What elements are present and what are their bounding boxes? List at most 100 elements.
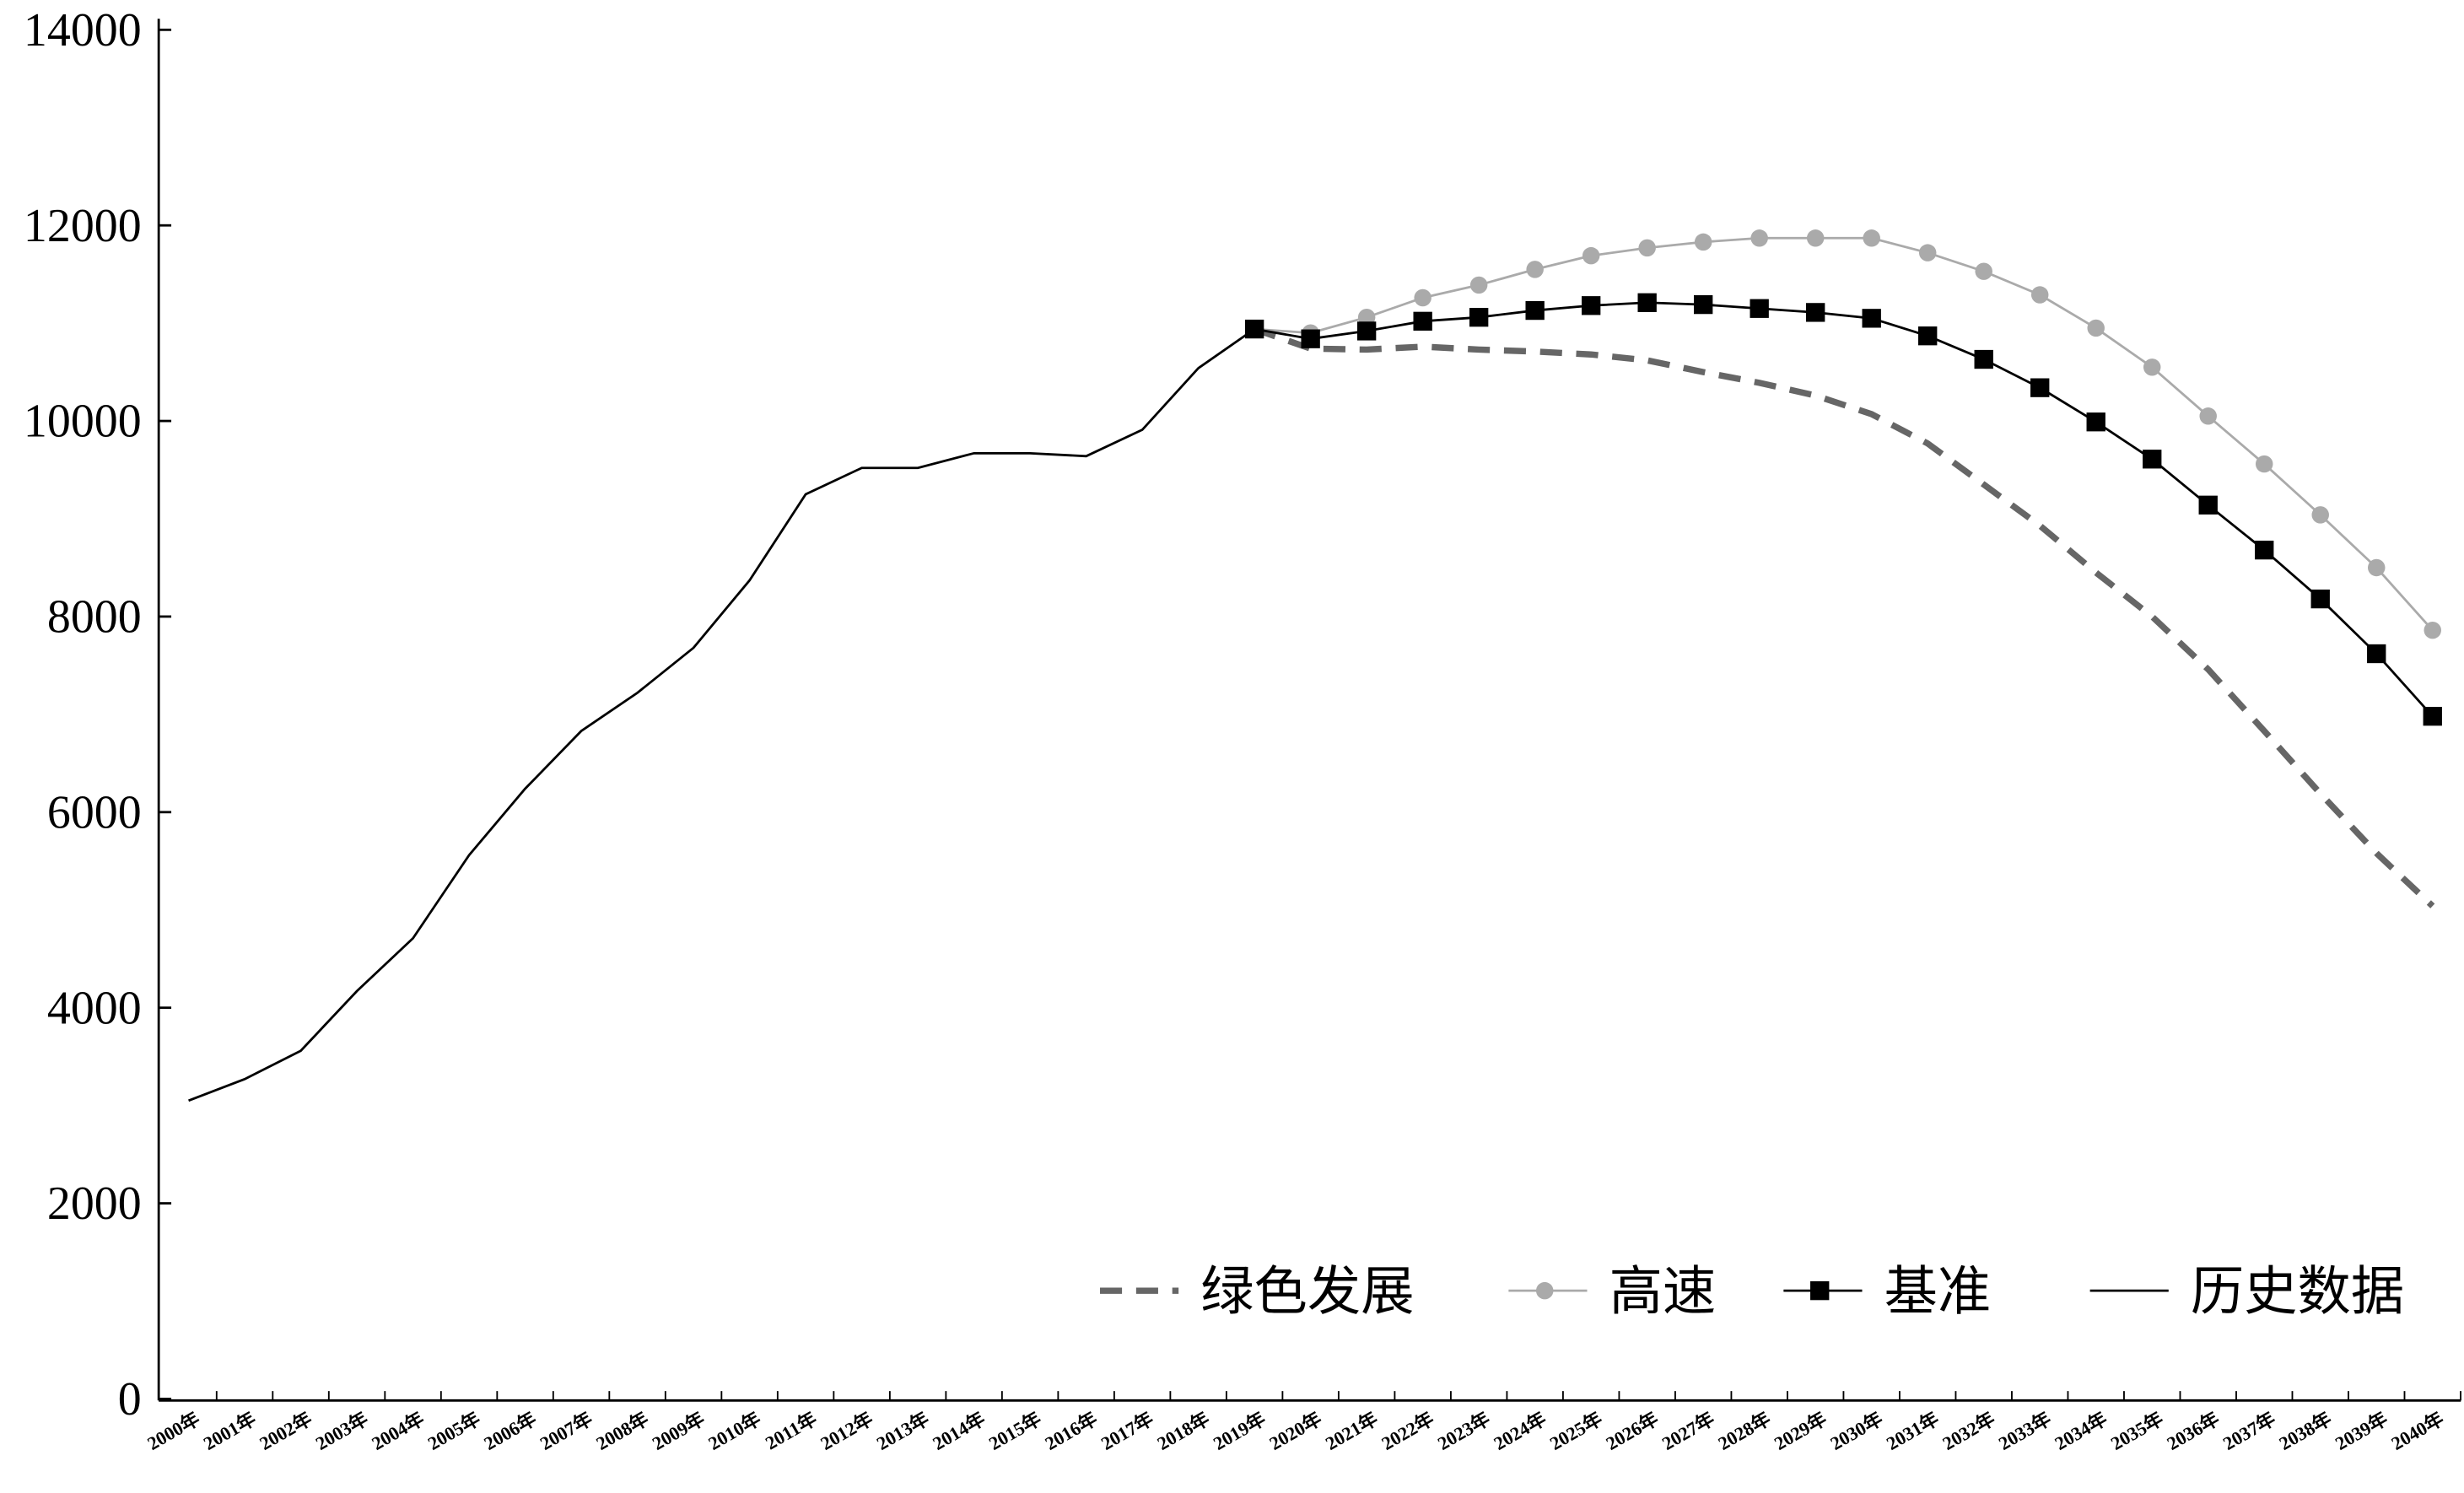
legend-marker xyxy=(1535,1281,1554,1300)
x-tick-label: 2030年 xyxy=(1826,1407,1886,1454)
x-tick-label: 2032年 xyxy=(1938,1407,1998,1454)
point xyxy=(1862,309,1881,328)
point xyxy=(1918,244,1937,261)
x-tick-label: 2020年 xyxy=(1265,1407,1325,1454)
x-tick-label: 2026年 xyxy=(1602,1407,1662,1454)
point xyxy=(1863,229,1880,247)
point xyxy=(1750,229,1768,247)
point xyxy=(1694,294,1713,315)
x-tick-label: 2034年 xyxy=(2051,1407,2111,1454)
point xyxy=(2087,319,2105,337)
x-tick-label: 2040年 xyxy=(2387,1407,2447,1454)
legend-label: 高速 xyxy=(1609,1263,1717,1322)
point xyxy=(1581,296,1601,315)
legend-label: 历史数据 xyxy=(2191,1263,2404,1322)
x-tick-label: 2028年 xyxy=(1714,1407,1774,1454)
y-tick-label: 8000 xyxy=(47,591,142,644)
x-tick-label: 2019年 xyxy=(1209,1407,1269,1454)
x-tick-label: 2009年 xyxy=(648,1407,708,1454)
x-tick-label: 2036年 xyxy=(2163,1407,2223,1454)
point xyxy=(1918,326,1938,346)
point xyxy=(1582,246,1600,265)
y-tick-label: 14000 xyxy=(24,4,142,57)
x-tick-label: 2038年 xyxy=(2275,1407,2335,1454)
x-tick-label: 2022年 xyxy=(1378,1407,1437,1454)
x-tick-label: 2002年 xyxy=(256,1407,315,1454)
point xyxy=(2143,358,2161,376)
x-tick-label: 2025年 xyxy=(1545,1407,1605,1454)
y-tick-label: 12000 xyxy=(24,200,142,252)
point xyxy=(1694,233,1712,251)
y-tick-label: 10000 xyxy=(24,396,142,448)
point xyxy=(1638,239,1656,257)
point xyxy=(1356,321,1377,341)
legend-label: 基准 xyxy=(1884,1263,1992,1322)
x-tick-label: 2011年 xyxy=(761,1407,820,1453)
x-tick-label: 2004年 xyxy=(368,1407,428,1454)
point xyxy=(1974,349,1993,369)
point xyxy=(1806,229,1825,247)
point xyxy=(1750,299,1769,318)
x-tick-label: 2014年 xyxy=(929,1407,989,1454)
point xyxy=(2086,412,2105,432)
x-tick-label: 2006年 xyxy=(480,1407,540,1454)
x-tick-label: 2010年 xyxy=(704,1407,764,1454)
x-tick-label: 2007年 xyxy=(536,1407,596,1454)
x-tick-label: 2008年 xyxy=(592,1407,652,1454)
point xyxy=(2143,450,2162,469)
point xyxy=(1526,261,1544,278)
legend-label: 绿色发展 xyxy=(1200,1263,1414,1322)
point xyxy=(2367,558,2386,577)
x-tick-label: 2017年 xyxy=(1097,1407,1157,1454)
point xyxy=(1637,293,1657,312)
point xyxy=(2255,540,2274,560)
legend-marker xyxy=(1810,1281,1830,1301)
x-tick-label: 2013年 xyxy=(872,1407,932,1454)
y-tick-label: 4000 xyxy=(47,982,142,1034)
point xyxy=(2255,455,2273,473)
x-tick-label: 2033年 xyxy=(1995,1407,2055,1454)
x-tick-label: 2016年 xyxy=(1041,1407,1101,1454)
point xyxy=(1414,288,1431,307)
x-tick-label: 2029年 xyxy=(1771,1407,1830,1454)
x-tick-label: 2005年 xyxy=(423,1407,483,1454)
point xyxy=(1244,319,1264,339)
point xyxy=(1469,308,1489,327)
y-tick-label: 6000 xyxy=(47,786,142,838)
x-tick-label: 2039年 xyxy=(2332,1407,2391,1454)
point xyxy=(1806,303,1825,322)
point xyxy=(2030,378,2050,397)
point xyxy=(1413,311,1432,331)
point xyxy=(2199,407,2217,425)
point xyxy=(2423,707,2442,726)
x-tick-label: 2027年 xyxy=(1658,1407,1717,1454)
x-tick-label: 2012年 xyxy=(817,1407,876,1454)
point xyxy=(2030,286,2049,304)
y-tick-label: 2000 xyxy=(47,1178,142,1230)
x-tick-label: 2037年 xyxy=(2219,1407,2279,1454)
point xyxy=(1525,300,1545,321)
point xyxy=(2310,589,2330,609)
x-tick-label: 2021年 xyxy=(1321,1407,1381,1454)
point xyxy=(2367,644,2386,664)
point xyxy=(2198,495,2218,515)
x-tick-label: 2035年 xyxy=(2107,1407,2167,1454)
point xyxy=(2311,506,2329,524)
point xyxy=(2424,621,2441,639)
x-tick-label: 2003年 xyxy=(311,1407,371,1454)
x-tick-label: 2023年 xyxy=(1433,1407,1493,1454)
x-tick-label: 2015年 xyxy=(984,1407,1044,1454)
x-tick-label: 2000年 xyxy=(143,1407,203,1454)
series-line xyxy=(1254,301,2434,718)
x-tick-label: 2024年 xyxy=(1490,1407,1550,1454)
y-tick-label: 0 xyxy=(118,1373,142,1426)
point xyxy=(1469,276,1488,294)
series-line xyxy=(1254,236,2434,632)
series-line xyxy=(1253,326,2435,908)
point xyxy=(1301,329,1320,348)
x-tick-label: 2031年 xyxy=(1883,1407,1943,1454)
series-line xyxy=(188,327,1255,1102)
x-tick-label: 2001年 xyxy=(199,1407,259,1454)
x-tick-label: 2018年 xyxy=(1153,1407,1213,1454)
